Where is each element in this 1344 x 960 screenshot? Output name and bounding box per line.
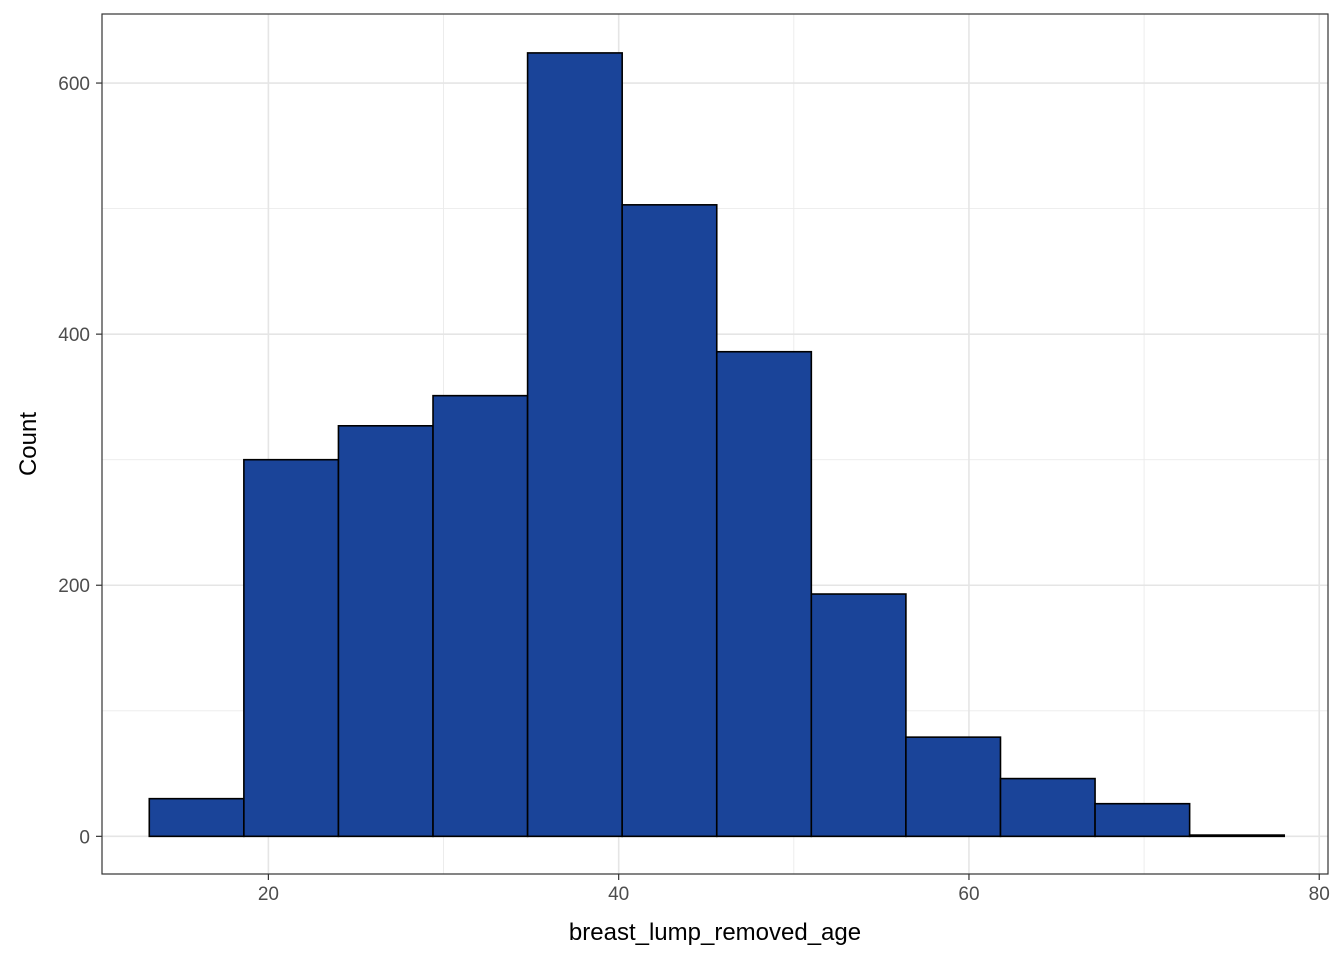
x-tick-label: 60 <box>958 884 979 905</box>
histogram-bar <box>621 204 718 838</box>
y-tick-label: 200 <box>58 576 90 597</box>
histogram-bars <box>148 52 1286 838</box>
histogram-bar <box>1094 802 1191 838</box>
x-tick-label: 80 <box>1309 884 1330 905</box>
y-axis-title: Count <box>15 412 42 476</box>
y-tick-label: 400 <box>58 325 90 346</box>
histogram-bar <box>432 394 529 838</box>
histogram-bar <box>148 797 245 838</box>
y-tick-label: 0 <box>79 827 90 848</box>
panel-border <box>101 13 1329 875</box>
y-tick-label: 600 <box>58 74 90 95</box>
histogram-bar <box>999 777 1096 838</box>
x-tick-label: 40 <box>608 884 629 905</box>
histogram-bar <box>715 350 813 838</box>
histogram-bar <box>1188 834 1286 838</box>
x-tick-label: 20 <box>258 884 279 905</box>
histogram-bar <box>337 424 434 838</box>
histogram-bar <box>905 736 1002 838</box>
histogram-bar <box>810 593 907 838</box>
y-axis-ticks: 0 200 400 600 <box>58 74 102 848</box>
x-axis-ticks: 20 40 60 80 <box>258 874 1330 905</box>
histogram-bar <box>526 52 623 838</box>
x-axis-title: breast_lump_removed_age <box>569 919 861 946</box>
histogram-bar <box>243 458 340 838</box>
